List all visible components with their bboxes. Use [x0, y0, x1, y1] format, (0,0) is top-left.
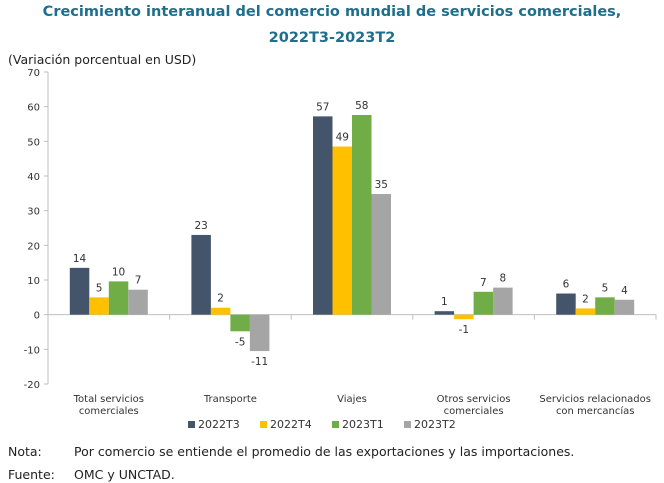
- data-label: 8: [500, 273, 507, 285]
- x-tick-label: Viajes: [337, 394, 367, 405]
- data-label: 2: [217, 293, 224, 305]
- bar: [128, 289, 148, 315]
- y-tick-label: 50: [27, 137, 40, 148]
- bar: [210, 307, 231, 315]
- x-tick-label: comerciales: [79, 406, 139, 417]
- note-text: Por comercio se entiende el promedio de …: [74, 444, 575, 459]
- note: Nota: Por comercio se entiende el promedi…: [8, 444, 574, 459]
- bar: [614, 299, 635, 315]
- data-label: 2: [582, 293, 589, 305]
- chart-title: Crecimiento interanual del comercio mund…: [42, 4, 622, 20]
- data-label: 7: [135, 275, 142, 287]
- legend-label: 2023T1: [342, 418, 384, 431]
- bar: [371, 194, 391, 315]
- bar: [249, 314, 270, 352]
- y-tick-label: 20: [27, 241, 40, 252]
- bar: [493, 287, 513, 315]
- y-tick-label: 30: [27, 207, 40, 218]
- bar: [352, 114, 372, 315]
- bar: [69, 267, 90, 315]
- bar: [191, 234, 211, 315]
- x-tick-label: Otros servicios: [437, 394, 511, 405]
- bar: [332, 146, 352, 315]
- legend-swatch: [260, 421, 267, 428]
- data-label: 57: [316, 101, 329, 113]
- y-axis-label: (Variación porcentual en USD): [8, 52, 197, 67]
- y-tick-label: 70: [27, 68, 40, 79]
- y-tick-label: 40: [27, 172, 40, 183]
- legend-swatch: [188, 421, 195, 428]
- data-label: 7: [480, 277, 487, 289]
- legend-swatch: [332, 421, 339, 428]
- y-tick-label: -10: [24, 345, 40, 356]
- source-text: OMC y UNCTAD.: [74, 467, 175, 482]
- bar: [575, 308, 596, 315]
- note-label: Nota:: [8, 444, 42, 459]
- y-tick-label: 60: [27, 103, 40, 114]
- source-label: Fuente:: [8, 467, 55, 482]
- x-tick-label: comerciales: [444, 406, 504, 417]
- legend-swatch: [404, 421, 411, 428]
- data-label: -5: [235, 336, 245, 348]
- bar: [595, 297, 615, 315]
- y-tick-label: 0: [34, 311, 40, 322]
- bar: [89, 297, 109, 315]
- bar: [434, 311, 455, 315]
- bar: [108, 281, 129, 315]
- data-label: 35: [375, 179, 388, 191]
- bar: [454, 314, 474, 320]
- data-label: 10: [112, 266, 125, 278]
- data-label: 23: [194, 220, 207, 232]
- data-label: 1: [441, 296, 448, 308]
- data-label: 49: [336, 132, 349, 144]
- data-label: -11: [251, 356, 268, 368]
- y-tick-label: 10: [27, 276, 40, 287]
- y-tick-label: -20: [24, 380, 40, 391]
- bar: [556, 293, 576, 315]
- bar: [473, 291, 494, 315]
- x-tick-label: Total servicios: [73, 394, 144, 405]
- data-label: 14: [73, 253, 87, 265]
- source: Fuente: OMC y UNCTAD.: [8, 467, 175, 482]
- data-label: 4: [621, 285, 628, 297]
- bar: [230, 314, 250, 332]
- data-label: 5: [602, 282, 609, 294]
- data-label: 5: [96, 282, 103, 294]
- x-tick-label: Servicios relacionados: [539, 394, 651, 405]
- legend-label: 2023T2: [414, 418, 456, 431]
- chart-subtitle: 2022T3-2023T2: [268, 30, 396, 46]
- bar: [313, 116, 333, 315]
- data-label: 6: [563, 279, 570, 291]
- data-label: -1: [459, 324, 469, 336]
- x-tick-label: Transporte: [203, 394, 257, 405]
- legend-label: 2022T3: [198, 418, 240, 431]
- x-tick-label: con mercancías: [556, 405, 635, 417]
- data-label: 58: [355, 100, 368, 112]
- legend-label: 2022T4: [270, 418, 312, 431]
